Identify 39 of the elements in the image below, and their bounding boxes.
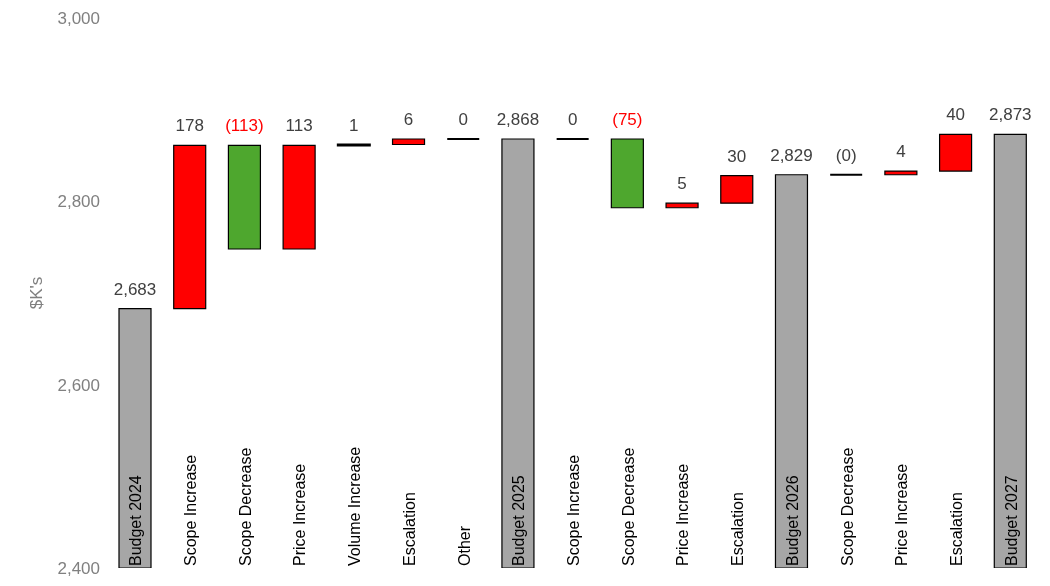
data-label: 6 bbox=[403, 110, 414, 129]
data-label: 113 bbox=[285, 116, 313, 136]
data-label: 178 bbox=[175, 116, 204, 136]
x-tick-label: Escalation bbox=[400, 492, 418, 566]
data-label: 30 bbox=[727, 146, 747, 166]
data-label: 1 bbox=[349, 115, 359, 135]
x-tick-label: Scope Increase bbox=[182, 454, 200, 566]
y-axis-title: $K's bbox=[27, 276, 47, 310]
y-tick-label: 2,600 bbox=[57, 375, 100, 395]
data-label: 2,683 bbox=[113, 279, 157, 299]
x-tick-label: Scope Decrease bbox=[838, 447, 856, 566]
data-label: (0) bbox=[835, 145, 857, 165]
x-tick-label: Budget 2024 bbox=[127, 475, 145, 566]
x-tick-label: Other bbox=[455, 525, 473, 566]
data-label: 2,829 bbox=[770, 145, 813, 165]
data-label: 4 bbox=[896, 142, 906, 162]
data-label: 0 bbox=[567, 110, 578, 129]
x-tick-label: Price Increase bbox=[291, 463, 309, 566]
x-tick-label: Scope Decrease bbox=[236, 447, 254, 566]
x-tick-label: Escalation bbox=[729, 492, 747, 566]
x-tick-label: Budget 2026 bbox=[783, 475, 801, 566]
y-tick-label: 3,000 bbox=[57, 9, 100, 29]
x-tick-label: Escalation bbox=[947, 492, 965, 566]
data-label: 0 bbox=[458, 110, 468, 129]
x-tick-label: Budget 2025 bbox=[510, 475, 528, 566]
data-label: (75) bbox=[612, 110, 643, 129]
data-label: 2,873 bbox=[989, 105, 1032, 125]
data-label: 40 bbox=[946, 105, 966, 125]
y-tick-label: 2,800 bbox=[57, 192, 100, 212]
data-label: (113) bbox=[225, 116, 264, 136]
data-label: 2,868 bbox=[496, 110, 540, 129]
x-tick-label: Scope Decrease bbox=[619, 447, 637, 566]
data-label: 5 bbox=[677, 174, 687, 194]
x-tick-label: Price Increase bbox=[674, 463, 692, 566]
y-tick-label: 2,400 bbox=[57, 559, 100, 579]
x-tick-label: Budget 2027 bbox=[1002, 475, 1020, 566]
x-tick-label: Price Increase bbox=[893, 463, 911, 566]
x-tick-label: Volume Increase bbox=[346, 446, 364, 566]
x-tick-label: Scope Increase bbox=[565, 454, 582, 566]
